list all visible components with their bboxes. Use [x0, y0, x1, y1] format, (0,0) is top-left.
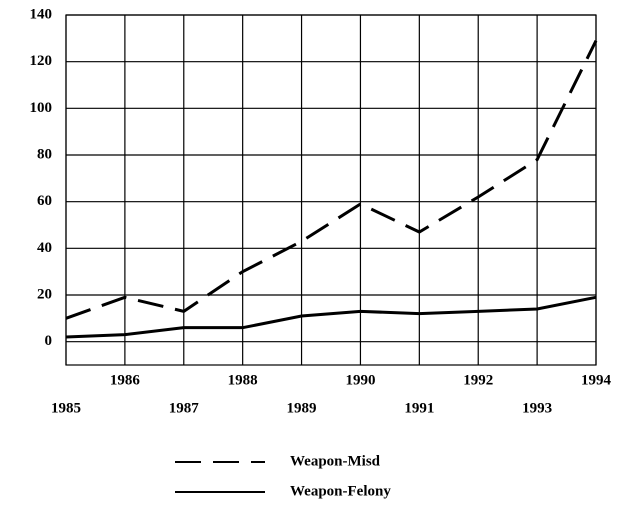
x-tick-label: 1990: [345, 372, 375, 388]
x-tick-label: 1992: [463, 372, 493, 388]
x-tick-label: 1985: [51, 400, 81, 416]
y-tick-label: 80: [37, 146, 52, 162]
y-tick-label: 60: [37, 193, 52, 209]
x-tick-label: 1991: [404, 400, 434, 416]
y-tick-label: 40: [37, 240, 52, 256]
y-tick-label: 0: [45, 333, 53, 349]
y-tick-label: 20: [37, 286, 52, 302]
y-tick-label: 100: [30, 100, 53, 116]
data-line: [65, 295, 597, 339]
x-tick-label: 1989: [287, 400, 317, 416]
x-tick-label: 1987: [169, 400, 200, 416]
legend-label: Weapon-Misd: [290, 453, 381, 469]
data-line: [65, 40, 598, 320]
x-tick-label: 1993: [522, 400, 552, 416]
legend-label: Weapon-Felony: [290, 483, 391, 499]
x-tick-label: 1994: [581, 372, 612, 388]
y-tick-label: 120: [30, 53, 53, 69]
x-tick-label: 1988: [228, 372, 258, 388]
y-tick-label: 140: [30, 6, 53, 22]
x-tick-label: 1986: [110, 372, 141, 388]
